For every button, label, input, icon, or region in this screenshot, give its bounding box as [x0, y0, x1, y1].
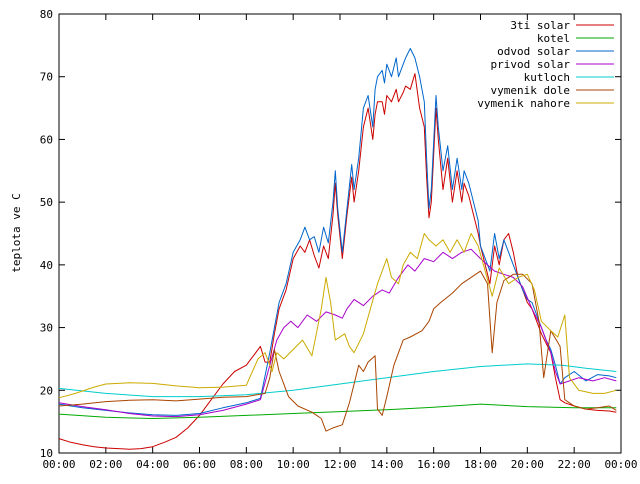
- x-tick-label: 08:00: [230, 458, 263, 471]
- legend-label: kotel: [537, 32, 570, 45]
- series-line-3: [58, 248, 617, 418]
- y-tick-label: 20: [40, 384, 53, 397]
- legend-label: kutloch: [524, 71, 570, 84]
- x-tick-label: 00:00: [604, 458, 637, 471]
- series-line-1: [58, 403, 617, 419]
- x-tick-label: 22:00: [558, 458, 591, 471]
- y-tick-label: 10: [40, 447, 53, 460]
- y-tick-label: 70: [40, 71, 53, 84]
- y-tick-label: 40: [40, 259, 53, 272]
- legend-label: 3ti solar: [510, 19, 570, 32]
- y-axis-label: teplota ve C: [10, 193, 23, 272]
- y-tick-label: 30: [40, 322, 53, 335]
- x-tick-label: 20:00: [511, 458, 544, 471]
- x-tick-label: 02:00: [89, 458, 122, 471]
- series-lines: [58, 48, 617, 450]
- series-line-0: [58, 73, 617, 450]
- legend-label: vymenik dole: [491, 84, 570, 97]
- x-tick-label: 04:00: [136, 458, 169, 471]
- series-line-4: [58, 363, 617, 398]
- legend-label: odvod solar: [497, 45, 570, 58]
- series-line-5: [58, 270, 617, 432]
- x-tick-label: 12:00: [323, 458, 356, 471]
- y-tick-label: 80: [40, 8, 53, 21]
- series-line-6: [58, 233, 617, 399]
- legend-label: vymenik nahore: [477, 97, 570, 110]
- x-tick-label: 10:00: [277, 458, 310, 471]
- series-line-2: [58, 48, 617, 416]
- y-axis-ticks: 10 20 30 40 50 60 70 80: [40, 8, 621, 460]
- x-tick-label: 06:00: [183, 458, 216, 471]
- x-tick-label: 16:00: [417, 458, 450, 471]
- x-axis-ticks: 00:00 02:00 04:00 06:00 08:00 10:00 12:00 14:00…: [42, 14, 638, 471]
- x-tick-label: 00:00: [42, 458, 75, 471]
- legend-label: privod solar: [491, 58, 571, 71]
- x-tick-label: 14:00: [370, 458, 403, 471]
- x-tick-label: 18:00: [464, 458, 497, 471]
- y-tick-label: 60: [40, 133, 53, 146]
- y-tick-label: 50: [40, 196, 53, 209]
